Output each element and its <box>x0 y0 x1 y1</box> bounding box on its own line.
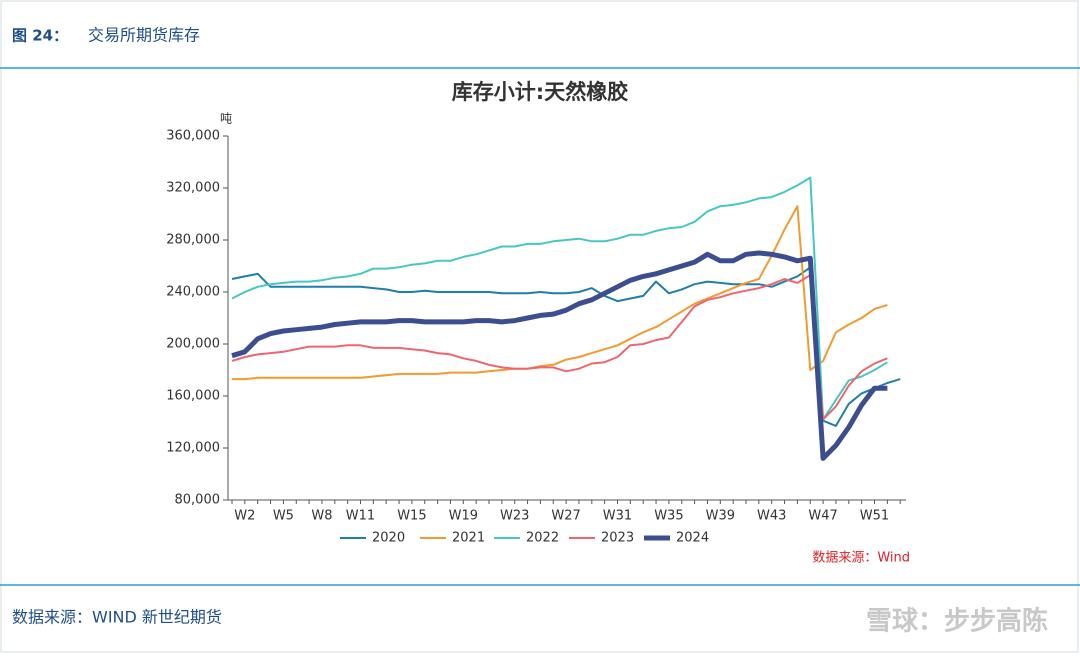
x-tick-label: W15 <box>397 509 426 524</box>
x-tick-label: W8 <box>311 509 332 524</box>
y-unit: 吨 <box>220 112 232 126</box>
x-tick-label: W51 <box>860 509 889 524</box>
legend-label: 2022 <box>526 531 559 546</box>
y-tick-label: 360,000 <box>166 129 220 144</box>
x-tick-label: W43 <box>757 509 786 524</box>
legend-label: 2023 <box>601 531 634 546</box>
figure-title: 交易所期货库存 <box>88 26 200 45</box>
source-note: 数据来源：Wind <box>812 551 910 566</box>
footer-source: 数据来源：WIND 新世纪期货 <box>12 608 222 627</box>
legend-label: 2024 <box>676 531 709 546</box>
x-tick-label: W47 <box>808 509 837 524</box>
x-tick-label: W19 <box>449 509 478 524</box>
y-tick-label: 80,000 <box>175 493 221 508</box>
series-line <box>231 250 888 461</box>
x-tick-label: W35 <box>654 509 683 524</box>
y-tick-label: 320,000 <box>166 181 220 196</box>
y-tick-label: 160,000 <box>166 389 220 404</box>
legend-label: 2021 <box>452 531 485 546</box>
x-tick-label: W5 <box>273 509 294 524</box>
x-tick-label: W11 <box>346 509 375 524</box>
chart-title: 库存小计:天然橡胶 <box>452 80 628 104</box>
y-tick-label: 200,000 <box>166 337 220 352</box>
x-tick-label: W27 <box>551 509 580 524</box>
series-line <box>231 176 888 421</box>
legend-label: 2020 <box>372 531 405 546</box>
y-tick-label: 280,000 <box>166 233 220 248</box>
series-line <box>231 274 888 421</box>
x-tick-label: W39 <box>706 509 735 524</box>
x-tick-label: W2 <box>234 509 255 524</box>
series-line <box>232 205 888 381</box>
y-tick-label: 120,000 <box>166 441 220 456</box>
y-tick-label: 240,000 <box>166 285 220 300</box>
x-tick-label: W23 <box>500 509 529 524</box>
figure-number: 图 24： <box>12 27 68 45</box>
x-tick-label: W31 <box>603 509 632 524</box>
watermark: 雪球：步步高陈 <box>866 606 1048 637</box>
